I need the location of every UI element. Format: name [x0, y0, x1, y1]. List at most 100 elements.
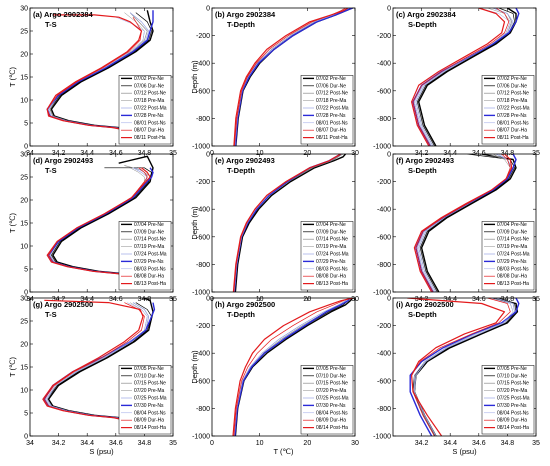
- x-tick-label: 34: [26, 150, 34, 157]
- panel-title: (e) Argo 2902493: [215, 156, 275, 165]
- plot-frame: [29, 7, 174, 147]
- series-group: [411, 8, 520, 146]
- legend-box: [118, 365, 172, 435]
- legend-box: [300, 221, 354, 291]
- y-tick-label: -400: [196, 61, 210, 68]
- plot-frame: [392, 297, 537, 437]
- series-group: [42, 298, 156, 428]
- legend-entry: 08/14 Post-Ha: [316, 425, 348, 431]
- panel-subtitle: T-S: [45, 310, 57, 319]
- x-tick-label: 34: [26, 440, 34, 447]
- y-tick-label: 0: [24, 290, 28, 297]
- legend-entry: 07/05 Pre-Ne: [497, 366, 527, 372]
- legend-entry: 08/03 Post-Ns: [134, 266, 166, 272]
- panel-b: 0 10 20 30 0 -200 -400 -600 -800 -1000 (b) Argo 29…: [190, 6, 359, 158]
- legend-entry: 07/19 Pre-Ma: [497, 244, 528, 250]
- legend-box: [481, 75, 535, 145]
- legend-entry: 07/24 Post-Ma: [497, 252, 530, 258]
- plot-frame: [211, 7, 356, 147]
- legend-entry: 07/28 Pre-Ns: [497, 113, 527, 119]
- legend-entry: 07/14 Post-Ne: [497, 237, 529, 243]
- legend-entry: 07/12 Post-Ne: [316, 91, 348, 97]
- y-tick-label: 0: [387, 296, 391, 303]
- x-tick-label: 34.2: [415, 440, 429, 447]
- y-tick-label: -800: [377, 116, 391, 123]
- y-axis-label: Depth (m): [190, 60, 199, 94]
- series-line-9: [42, 299, 149, 428]
- y-tick-label: 0: [387, 6, 391, 13]
- x-tick-label: 34.6: [472, 150, 486, 157]
- panel-d: 34 34.2 34.4 34.6 34.8 35 0 5 10 15 20 25 30 (d) Argo…: [8, 152, 177, 304]
- panel-g: 34 34.2 34.4 34.6 34.8 35 0 5 10 15 20 25 30 (g) Argo…: [8, 296, 177, 457]
- y-tick-label: 10: [20, 388, 28, 395]
- legend-box: [481, 365, 535, 435]
- series-line-8: [412, 8, 510, 146]
- legend-entry: 08/03 Post-Ns: [497, 266, 529, 272]
- y-tick-label: -200: [377, 323, 391, 330]
- legend-entry: 08/13 Post-Ha: [497, 281, 529, 287]
- x-tick-label: 35: [169, 150, 177, 157]
- legend-entry: 07/22 Post-Ma: [497, 106, 530, 112]
- y-tick-label: 15: [20, 365, 28, 372]
- series-line-1: [234, 154, 347, 292]
- series-line-2: [419, 154, 515, 292]
- y-tick-label: 25: [20, 175, 28, 182]
- legend-entry: 07/06 Dur-Ne: [134, 83, 164, 89]
- x-tick-label: 35: [532, 440, 540, 447]
- series-group: [413, 154, 517, 292]
- panel-subtitle: T-Depth: [227, 310, 255, 319]
- y-tick-label: 20: [20, 52, 28, 59]
- series-group: [232, 298, 354, 436]
- legend-entry: 07/02 Pre-Ne: [134, 76, 164, 82]
- plot-frame: [392, 153, 537, 293]
- legend-entry: 08/04 Post-Ns: [497, 410, 529, 416]
- legend-entry: 07/29 Pre-Ns: [316, 259, 346, 265]
- panel-title: (f) Argo 2902493: [396, 156, 454, 165]
- y-tick-label: -400: [377, 351, 391, 358]
- panel-subtitle: S-Depth: [408, 20, 437, 29]
- legend-entry: 07/24 Post-Ma: [134, 252, 167, 258]
- x-tick-label: 10: [256, 150, 264, 157]
- legend-entry: 07/30 Pre-Ns: [316, 403, 346, 409]
- series-line-6: [234, 298, 351, 436]
- y-tick-label: 0: [206, 296, 210, 303]
- series-line-2: [416, 8, 515, 146]
- x-tick-label: 34.2: [52, 150, 66, 157]
- panel-subtitle: T-Depth: [227, 166, 255, 175]
- x-tick-label: 34.8: [138, 440, 152, 447]
- legend-entry: 07/04 Pre-Ne: [316, 222, 346, 228]
- panel-title: (h) Argo 2902500: [215, 300, 275, 309]
- plot-frame: [211, 297, 356, 437]
- y-tick-label: -1000: [192, 290, 210, 297]
- legend-entry: 07/20 Pre-Ma: [497, 388, 528, 394]
- y-tick-label: 30: [20, 6, 28, 13]
- panel-title: (i) Argo 2902500: [396, 300, 454, 309]
- legend-entry: 08/09 Dur-Ha: [134, 418, 164, 424]
- legend-entry: 07/10 Dur-Ne: [134, 373, 164, 379]
- y-tick-label: -600: [377, 378, 391, 385]
- series-line-9: [46, 14, 151, 138]
- y-tick-label: 0: [206, 152, 210, 159]
- legend-entry: 07/24 Post-Ma: [316, 252, 349, 258]
- y-tick-label: -200: [196, 179, 210, 186]
- series-line-9: [411, 8, 506, 146]
- legend-entry: 07/22 Post-Ma: [134, 106, 167, 112]
- legend-entry: 07/20 Pre-Ma: [134, 388, 165, 394]
- x-axis-label: S (psu): [452, 447, 477, 456]
- legend-entry: 07/15 Post-Ne: [497, 381, 529, 387]
- x-tick-label: 34.2: [52, 440, 66, 447]
- series-group: [46, 155, 157, 284]
- x-axis-label: S (psu): [89, 447, 114, 456]
- panel-subtitle: T-S: [45, 20, 57, 29]
- legend-entry: 08/07 Dur-Ha: [316, 128, 346, 134]
- y-tick-label: -800: [377, 262, 391, 269]
- y-tick-label: -1000: [373, 144, 391, 151]
- panel-f: 34.2 34.4 34.6 34.8 35 0 -200 -400 -600 -800 -1000…: [373, 152, 540, 304]
- series-line-8: [411, 298, 511, 436]
- legend-entry: 07/04 Pre-Ne: [134, 222, 164, 228]
- legend-entry: 07/28 Pre-Ns: [316, 113, 346, 119]
- legend-box: [481, 221, 535, 291]
